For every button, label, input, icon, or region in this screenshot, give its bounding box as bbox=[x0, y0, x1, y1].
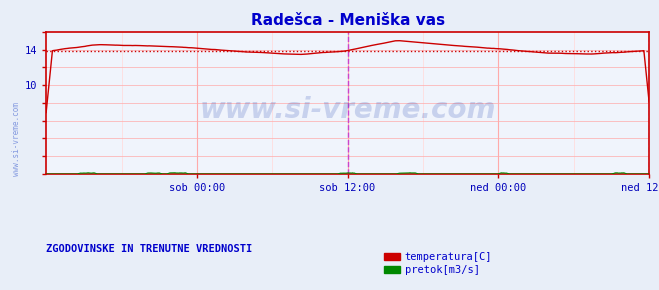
Legend: temperatura[C], pretok[m3/s]: temperatura[C], pretok[m3/s] bbox=[384, 252, 492, 276]
Title: Radešca - Meniška vas: Radešca - Meniška vas bbox=[250, 13, 445, 28]
Text: www.si-vreme.com: www.si-vreme.com bbox=[200, 96, 496, 124]
Text: www.si-vreme.com: www.si-vreme.com bbox=[12, 102, 21, 176]
Text: ZGODOVINSKE IN TRENUTNE VREDNOSTI: ZGODOVINSKE IN TRENUTNE VREDNOSTI bbox=[46, 244, 252, 254]
